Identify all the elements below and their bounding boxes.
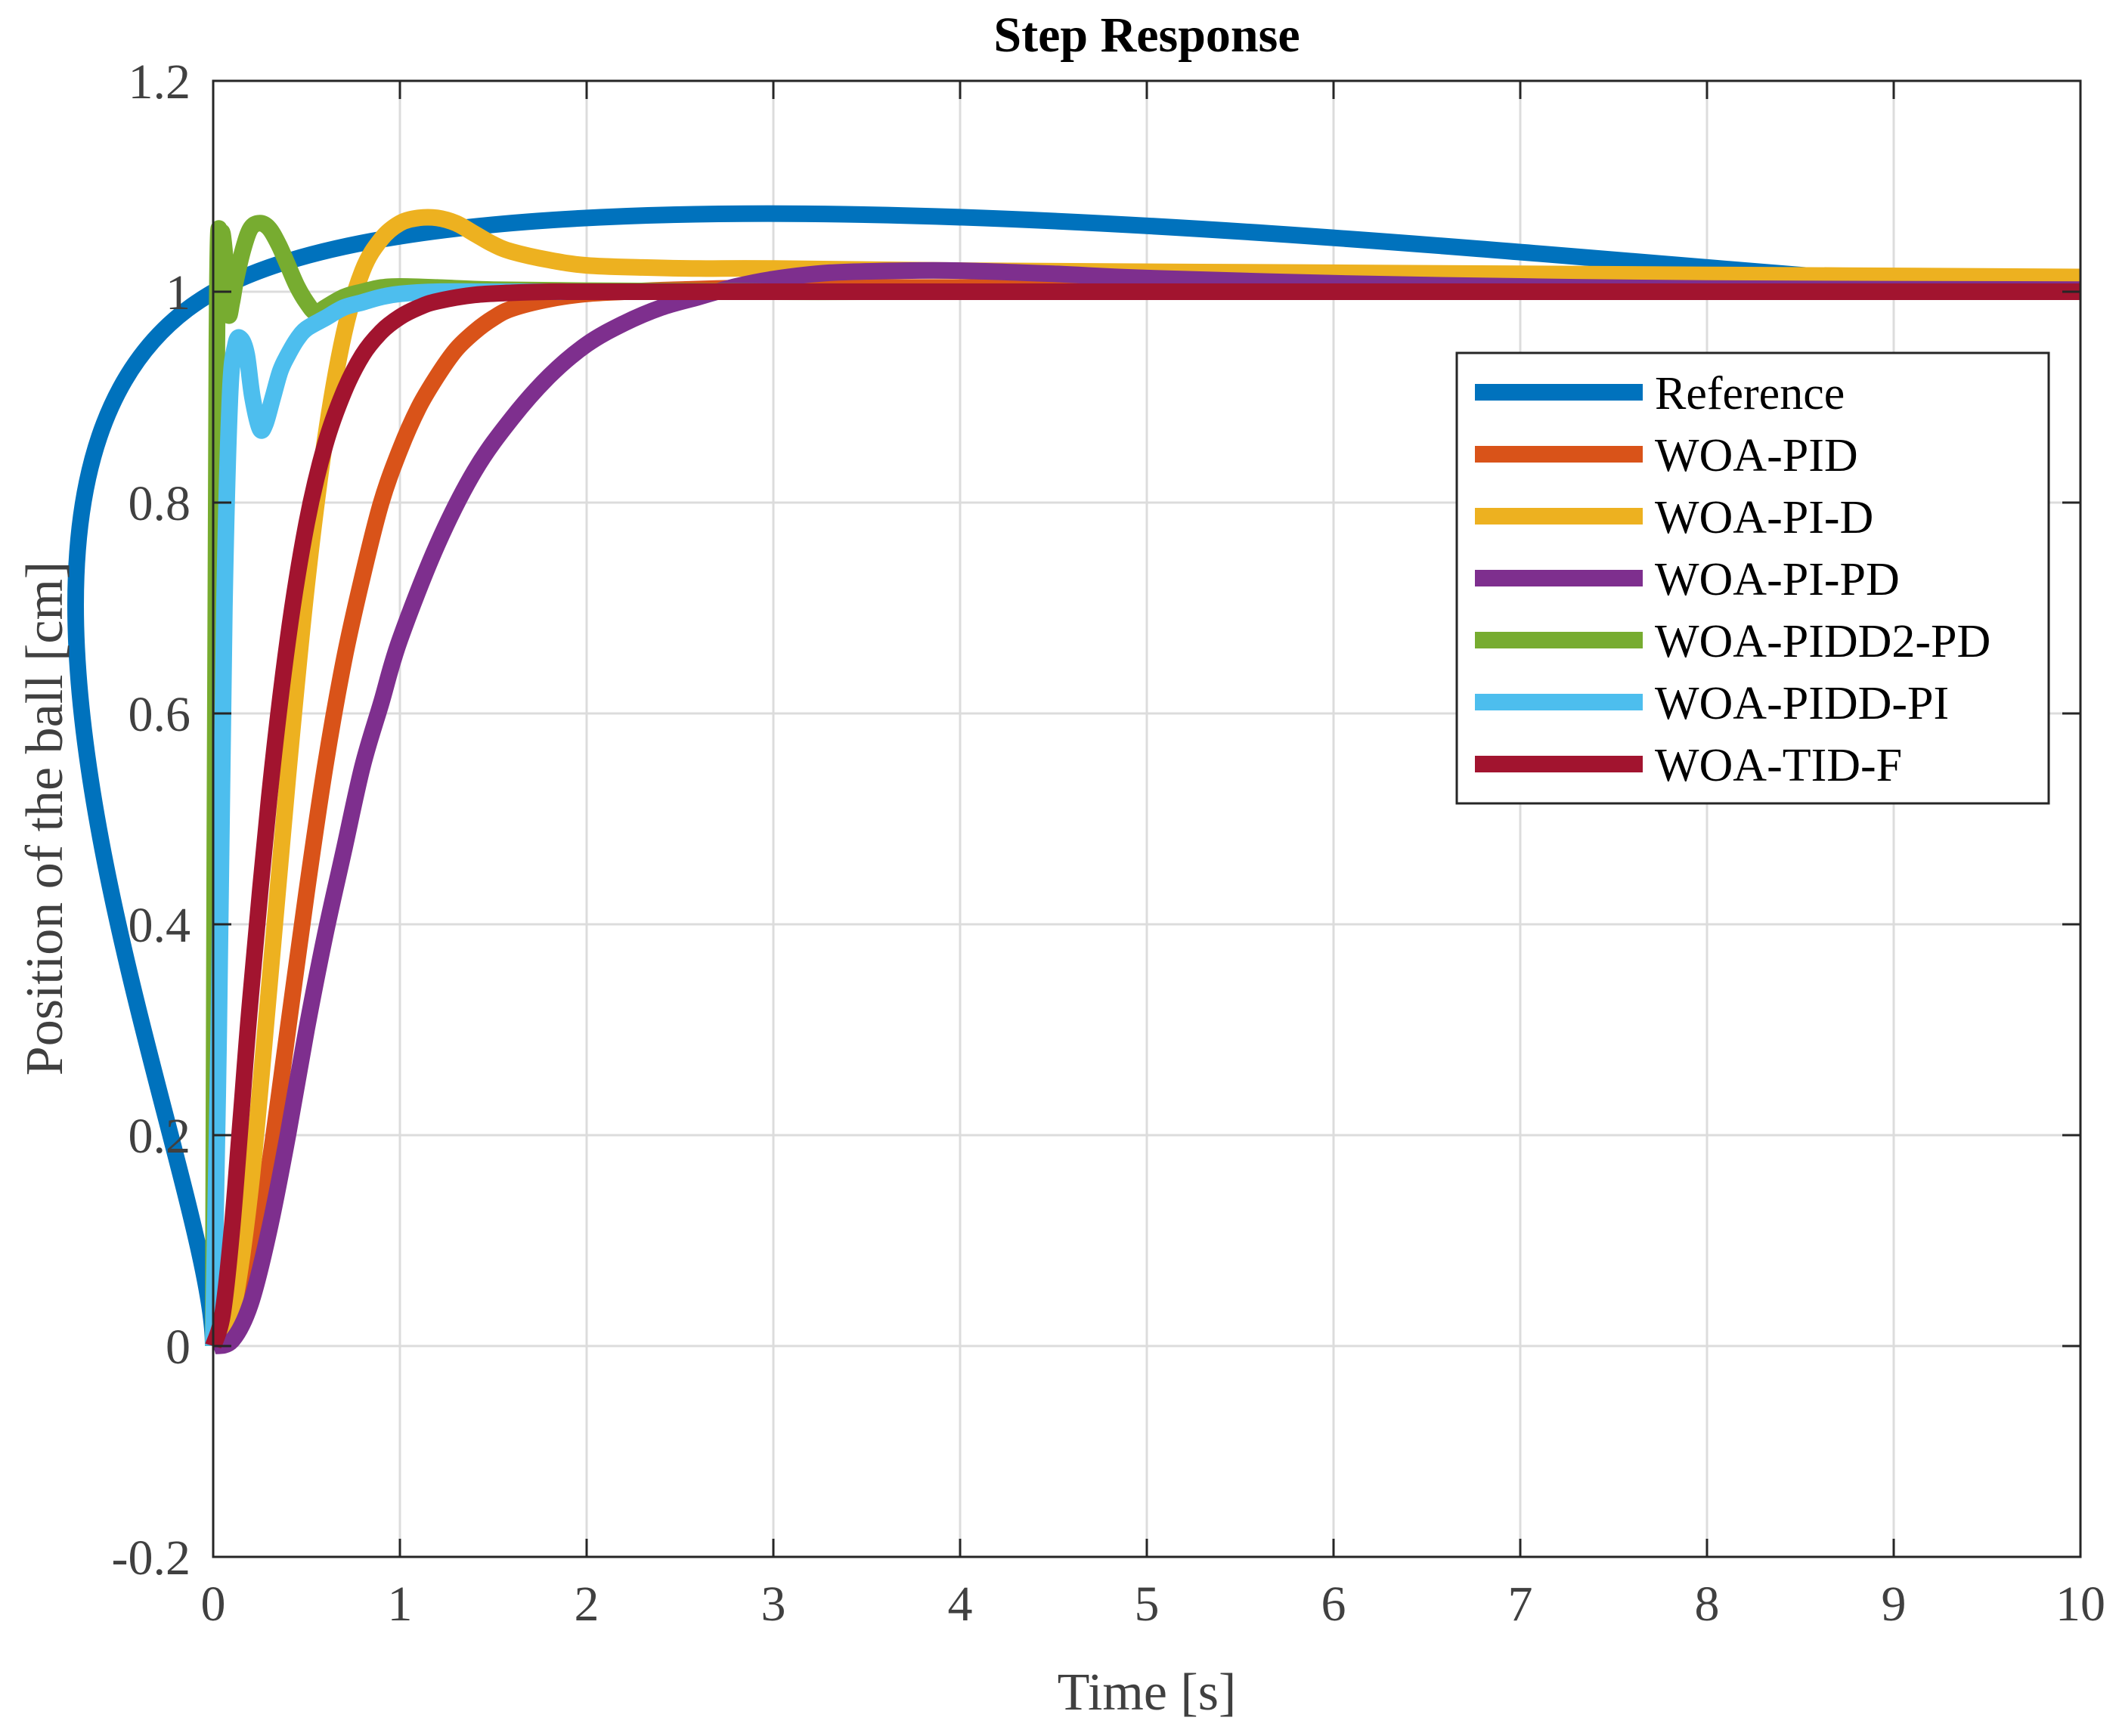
y-tick-label: 0.2 [129,1109,191,1164]
legend: Reference WOA-PID WOA-PI-D WOA-PI-PD WOA-PID… [1455,351,2050,805]
x-tick-label: 3 [761,1577,786,1632]
y-tick-label: 0.8 [129,476,191,531]
x-tick-label: 10 [2055,1577,2105,1632]
x-tick-label: 8 [1695,1577,1720,1632]
legend-label-woa-pid: WOA-PID [1655,430,1858,481]
y-tick-label: 0 [166,1320,191,1375]
series-lines [67,205,2081,1354]
chart-title: Step Response [993,8,1300,63]
series-line-woa-pi-pd [210,261,2081,1354]
x-tick-label: 9 [1882,1577,1907,1632]
x-axis-label: Time [s] [1058,1663,1237,1722]
x-tick-label: 5 [1135,1577,1160,1632]
y-tick-label: 1 [166,265,191,320]
x-tick-label: 7 [1508,1577,1533,1632]
y-tick-label: -0.2 [112,1530,191,1586]
legend-label-woa-pidd-pi: WOA-PIDD-PI [1655,678,1949,729]
x-tick-label: 6 [1321,1577,1346,1632]
legend-label-woa-pidd2-pd: WOA-PIDD2-PD [1655,616,1990,667]
x-tick-label: 2 [575,1577,599,1632]
y-tick-label: 0.6 [129,687,191,742]
y-tick-label: 0.4 [129,898,191,953]
grid [213,81,2080,1557]
x-tick-label: 1 [388,1577,413,1632]
axis-ticks: 0 1 2 3 4 5 6 7 8 9 10-0.200.20.40.60.811.2 [112,54,2105,1632]
legend-label-woa-pi-d: WOA-PI-D [1655,492,1873,543]
y-axis-label: Position of the ball [cm] [16,562,74,1075]
legend-label-woa-pi-pd: WOA-PI-PD [1655,554,1900,605]
y-tick-label: 1.2 [129,54,191,110]
legend-label-woa-tid-f: WOA-TID-F [1655,740,1902,791]
series-line-woa-tid-f [205,283,2080,1349]
legend-label-reference: Reference [1655,368,1845,419]
x-tick-label: 0 [201,1577,226,1632]
x-tick-label: 4 [948,1577,973,1632]
